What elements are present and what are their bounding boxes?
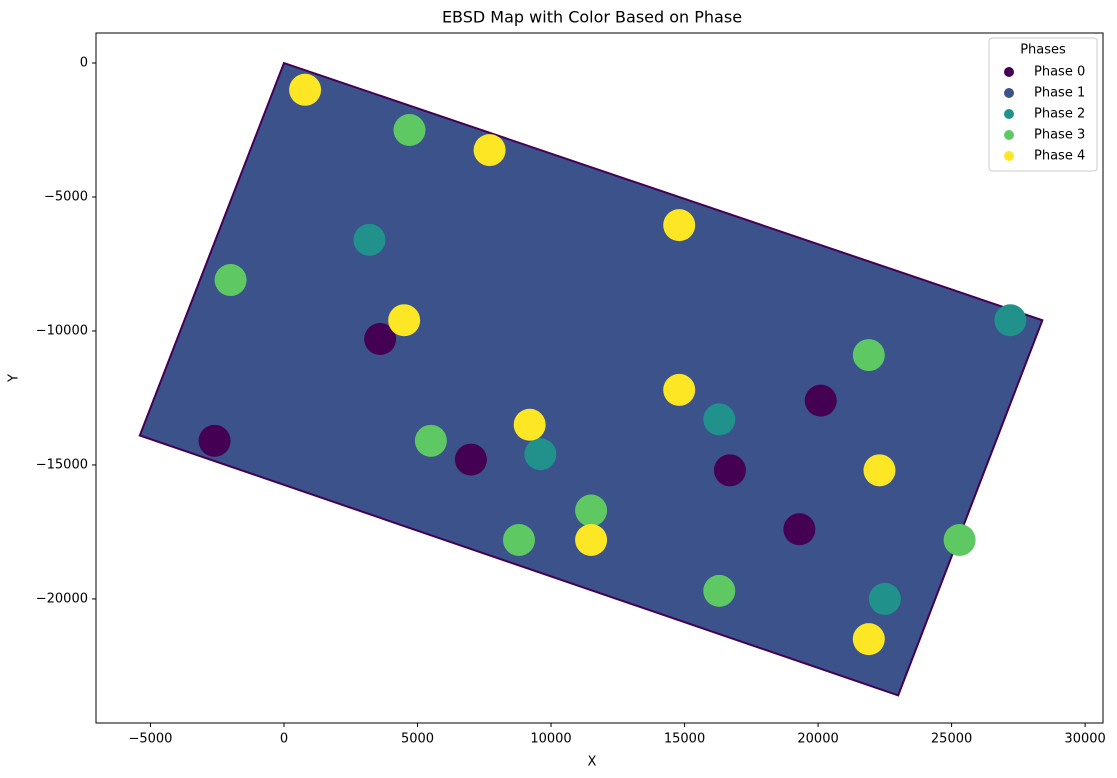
legend-label: Phase 2 — [1034, 107, 1085, 122]
legend-box — [988, 37, 1098, 172]
phase-region — [513, 408, 546, 441]
y-tick-label: −20000 — [36, 591, 88, 606]
y-axis-label: Y — [7, 374, 22, 383]
phase-region — [994, 304, 1027, 337]
phase-region — [454, 443, 487, 476]
phase-region — [364, 323, 397, 356]
phase-region — [783, 245, 816, 278]
phase-region — [214, 264, 247, 297]
phase-region — [804, 384, 837, 417]
chart-title: EBSD Map with Color Based on Phase — [442, 8, 742, 27]
map-extent — [138, 61, 1044, 697]
x-tick-label: 0 — [280, 732, 288, 747]
phase-region — [484, 344, 517, 377]
x-tick-label: −5000 — [128, 732, 172, 747]
phase-region — [393, 114, 426, 147]
phase-region — [289, 73, 322, 106]
x-tick-label: 20000 — [797, 732, 838, 747]
phase-region — [388, 304, 421, 337]
phase-region — [198, 424, 231, 457]
legend-marker — [1004, 67, 1014, 77]
phase-region — [943, 523, 976, 556]
phase-region — [863, 454, 896, 487]
legend: Phases Phase 0 Phase 1 Phase 2 Phase 3 Phase … — [988, 37, 1098, 172]
y-tick-label: 0 — [80, 56, 88, 71]
legend-label: Phase 4 — [1034, 149, 1085, 164]
phase-region — [353, 223, 386, 256]
legend-title: Phases — [1020, 43, 1066, 58]
y-tick-label: −15000 — [36, 457, 88, 472]
phase-region — [313, 205, 346, 238]
x-tick-label: 15000 — [664, 732, 705, 747]
phase-region — [713, 454, 746, 487]
x-axis-label: X — [588, 755, 597, 770]
phase-region — [575, 523, 608, 556]
phase-region — [852, 339, 885, 372]
phase-region — [663, 373, 696, 406]
phase-region — [783, 513, 816, 546]
legend-marker — [1004, 109, 1014, 119]
x-tick-label: 25000 — [931, 732, 972, 747]
legend-label: Phase 3 — [1034, 128, 1085, 143]
phase-region — [703, 574, 736, 607]
phase-region — [473, 134, 506, 167]
phase-region — [414, 424, 447, 457]
phase-region — [524, 438, 557, 471]
legend-marker — [1004, 151, 1014, 161]
phase-region — [868, 582, 901, 615]
plot-area: −5000 0 5000 10000 15000 20000 25000 30000 0 −500… — [36, 32, 1106, 747]
phase-region — [663, 209, 696, 242]
phase-region — [703, 403, 736, 436]
legend-marker — [1004, 88, 1014, 98]
y-tick-label: −10000 — [36, 323, 88, 338]
legend-label: Phase 0 — [1034, 65, 1085, 80]
x-tick-label: 5000 — [401, 732, 434, 747]
phase-region — [502, 523, 535, 556]
x-tick-label: 10000 — [530, 732, 571, 747]
legend-marker — [1004, 130, 1014, 140]
axes-frame — [95, 32, 1104, 724]
phase-region — [852, 623, 885, 656]
phase-region — [623, 432, 656, 465]
x-tick-label: 30000 — [1064, 732, 1105, 747]
y-tick-label: −5000 — [44, 189, 88, 204]
legend-label: Phase 1 — [1034, 86, 1085, 101]
phase-region — [575, 494, 608, 527]
